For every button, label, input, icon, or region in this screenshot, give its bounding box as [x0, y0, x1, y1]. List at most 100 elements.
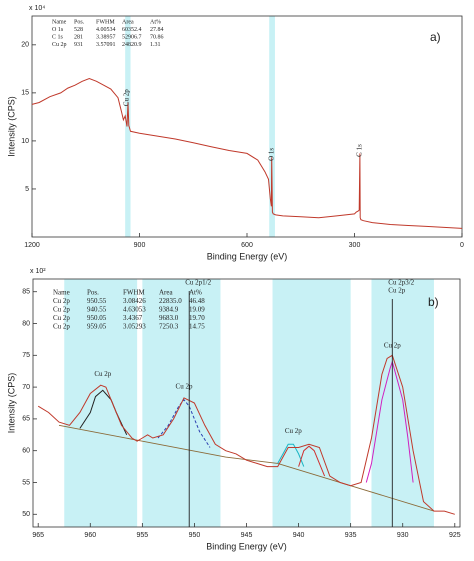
x-tick-label: 600: [241, 242, 253, 249]
shaded-region: [125, 16, 131, 237]
table-cell: 959.05: [87, 323, 107, 331]
table-header: Pos.: [87, 289, 99, 297]
table-cell: 52906.7: [122, 34, 142, 40]
table-cell: 931: [74, 42, 83, 48]
table-cell: O 1s: [52, 27, 64, 33]
table-cell: 1.31: [150, 42, 161, 48]
table-cell: 9384.9: [159, 306, 179, 314]
table-cell: 3.38957: [96, 34, 116, 40]
table-cell: Cu 2p: [53, 314, 70, 322]
y-multiplier: x 10⁴: [29, 5, 45, 12]
marker-label: Cu 2p3/2: [388, 279, 414, 287]
y-tick-label: 60: [22, 448, 30, 455]
x-tick-label: 955: [137, 532, 149, 539]
fit-component: [365, 359, 414, 483]
y-tick-label: 20: [21, 42, 29, 49]
table-cell: 4.00534: [96, 27, 116, 33]
x-axis-title: Binding Energy (eV): [206, 541, 287, 551]
y-tick-label: 10: [21, 138, 29, 145]
table-cell: 14.75: [189, 323, 205, 331]
table-header: At%: [150, 19, 161, 25]
table-cell: 19.70: [189, 314, 205, 322]
x-tick-label: 935: [345, 532, 357, 539]
shaded-region: [269, 16, 275, 237]
peak-label: Cu 2p: [94, 370, 111, 378]
table-cell: Cu 2p: [53, 323, 70, 331]
table-header: Name: [52, 19, 67, 25]
table-header: Area: [122, 19, 134, 25]
table-cell: Cu 2p: [53, 306, 70, 314]
table-header: Pos.: [74, 19, 85, 25]
x-tick-label: 960: [84, 532, 96, 539]
y-tick-label: 15: [21, 90, 29, 97]
fit-component: [298, 445, 326, 477]
peak-label: Cu 2p: [123, 89, 131, 106]
table-cell: 70.86: [150, 34, 164, 40]
x-tick-label: 1200: [24, 242, 40, 249]
shaded-region: [64, 279, 138, 527]
table-cell: 3.05293: [123, 323, 146, 331]
y-tick-label: 70: [22, 384, 30, 391]
x-axis-title: Binding Energy (eV): [207, 251, 288, 261]
panel-label: a): [430, 30, 441, 44]
table-cell: 3.08426: [123, 297, 146, 305]
table-cell: 9683.0: [159, 314, 179, 322]
peak-label: O 1s: [267, 148, 275, 161]
y-tick-label: 5: [25, 186, 29, 193]
table-cell: 940.55: [87, 306, 107, 314]
marker-label: Cu 2p1/2: [185, 279, 211, 287]
table-cell: 950.05: [87, 314, 107, 322]
fit-component: [277, 443, 305, 467]
y-multiplier: x 10²: [30, 268, 46, 275]
y-tick-label: 50: [22, 511, 30, 518]
table-header: Name: [53, 289, 70, 297]
table-cell: 4.63053: [123, 306, 146, 314]
y-tick-label: 55: [22, 479, 30, 486]
y-tick-label: 75: [22, 352, 30, 359]
table-header: Area: [159, 289, 173, 297]
x-tick-label: 950: [189, 532, 201, 539]
x-tick-label: 900: [134, 242, 146, 249]
table-header: FWHM: [96, 19, 115, 25]
table-cell: 24820.9: [122, 42, 142, 48]
table-header: FWHM: [123, 289, 146, 297]
peak-label: Cu 2p: [285, 427, 302, 435]
table-cell: 528: [74, 27, 83, 33]
table-header: At%: [189, 289, 202, 297]
panel-label: b): [428, 295, 439, 309]
table-cell: 19.09: [189, 306, 205, 314]
background-line: [58, 424, 435, 512]
y-tick-label: 80: [22, 320, 30, 327]
x-tick-label: 940: [293, 532, 305, 539]
peak-label: Cu 2p: [384, 341, 401, 349]
table-cell: 46.48: [189, 297, 205, 305]
table-cell: C 1s: [52, 34, 64, 40]
table-cell: 3.57091: [96, 42, 116, 48]
marker-label: Cu 2p: [388, 287, 405, 295]
x-tick-label: 945: [241, 532, 253, 539]
x-tick-label: 925: [449, 532, 461, 539]
shaded-region: [272, 279, 351, 527]
x-tick-label: 965: [32, 532, 44, 539]
spectrum-line: [37, 354, 455, 515]
y-axis-title: Intensity (CPS): [6, 373, 16, 434]
table-cell: 7250.3: [159, 323, 179, 331]
fit-component: [157, 399, 211, 448]
table-cell: Cu 2p: [53, 297, 70, 305]
y-tick-label: 65: [22, 416, 30, 423]
table-cell: 281: [74, 34, 83, 40]
peak-label: C 1s: [355, 144, 363, 157]
x-tick-label: 930: [397, 532, 409, 539]
spectrum-line: [31, 77, 463, 229]
peak-label: Cu 2p: [176, 383, 193, 391]
table-cell: 950.55: [87, 297, 107, 305]
plot-frame: [31, 15, 463, 238]
table-cell: Cu 2p: [52, 42, 67, 48]
x-tick-label: 300: [349, 242, 361, 249]
table-cell: 60352.4: [122, 27, 142, 33]
y-axis-title: Intensity (CPS): [6, 96, 16, 157]
table-cell: 27.84: [150, 27, 164, 33]
table-cell: 22835.0: [159, 297, 182, 305]
y-tick-label: 85: [22, 289, 30, 296]
